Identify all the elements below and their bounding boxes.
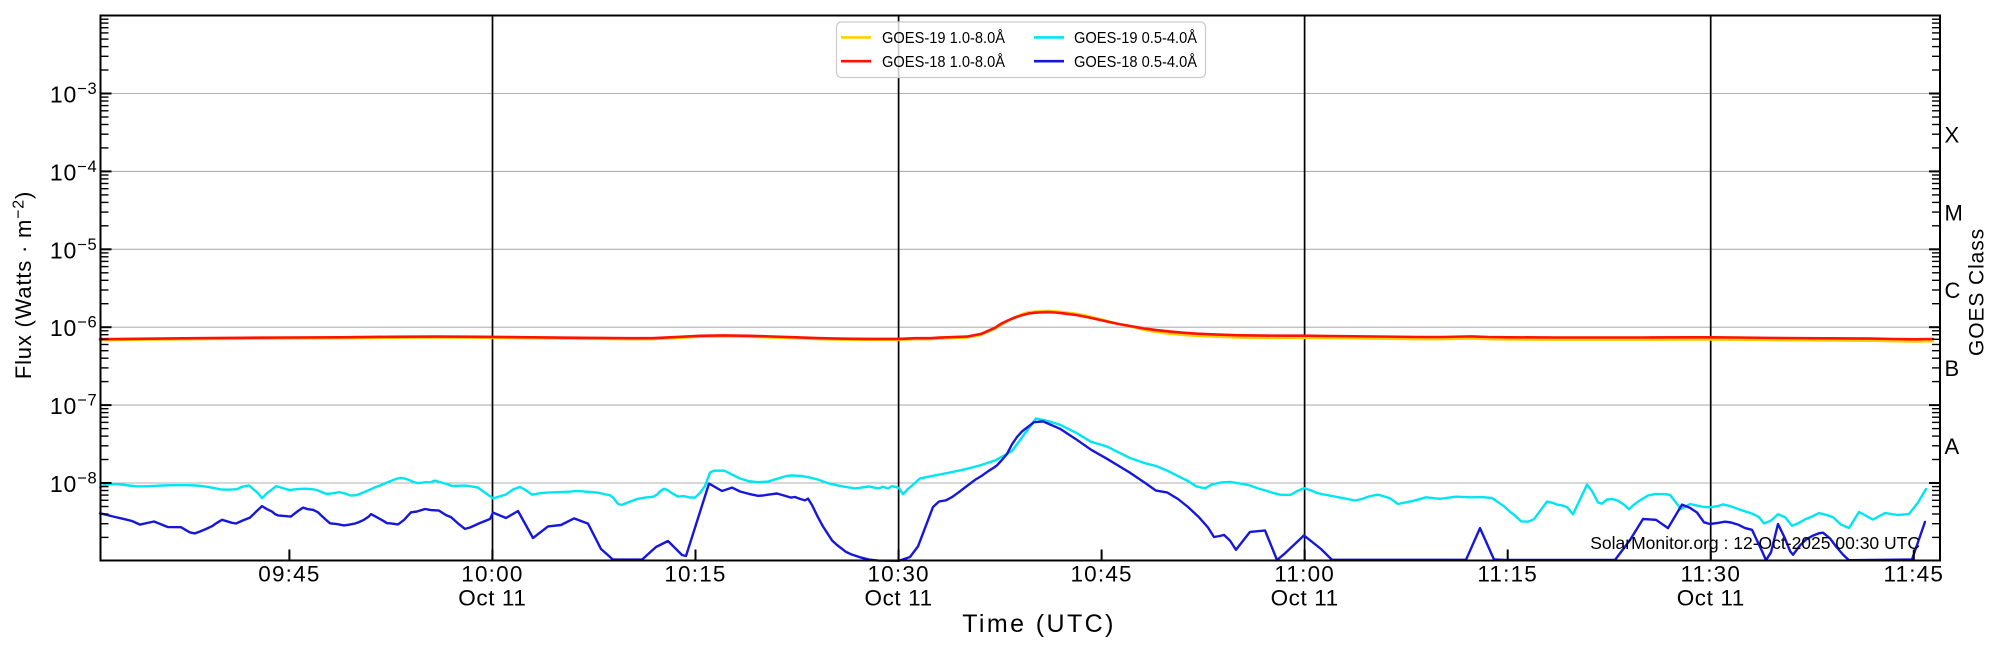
svg-text:11:15: 11:15	[1477, 562, 1538, 587]
svg-text:11:30: 11:30	[1680, 562, 1741, 587]
svg-text:Oct 11: Oct 11	[864, 586, 932, 611]
svg-text:M: M	[1945, 200, 1963, 225]
svg-text:C: C	[1945, 278, 1961, 303]
svg-text:GOES Class: GOES Class	[1966, 228, 1989, 356]
svg-text:10:15: 10:15	[664, 562, 726, 587]
svg-text:10−4: 10−4	[50, 158, 98, 186]
svg-text:10−6: 10−6	[50, 314, 98, 342]
svg-text:X: X	[1945, 122, 1960, 147]
svg-text:GOES-19 0.5-4.0Å: GOES-19 0.5-4.0Å	[1074, 28, 1197, 47]
svg-text:Oct 11: Oct 11	[1271, 586, 1339, 611]
svg-text:GOES-18 0.5-4.0Å: GOES-18 0.5-4.0Å	[1074, 52, 1197, 71]
svg-text:11:45: 11:45	[1883, 562, 1944, 587]
svg-text:10:00: 10:00	[461, 562, 523, 587]
svg-text:SolarMonitor.org : 12-Oct-2025: SolarMonitor.org : 12-Oct-2025 00:30 UTC	[1590, 533, 1920, 553]
svg-text:GOES-19 1.0-8.0Å: GOES-19 1.0-8.0Å	[882, 28, 1005, 47]
svg-text:10−3: 10−3	[50, 80, 98, 108]
svg-text:A: A	[1945, 434, 1960, 459]
svg-text:Flux (Watts · m−2): Flux (Watts · m−2)	[11, 191, 37, 379]
svg-text:Oct 11: Oct 11	[1677, 586, 1745, 611]
svg-text:Time (UTC): Time (UTC)	[962, 610, 1116, 638]
svg-text:11:00: 11:00	[1274, 562, 1335, 587]
svg-text:10:45: 10:45	[1070, 562, 1132, 587]
svg-text:10:30: 10:30	[867, 562, 929, 587]
svg-text:Oct 11: Oct 11	[458, 586, 526, 611]
svg-text:GOES-18 1.0-8.0Å: GOES-18 1.0-8.0Å	[882, 52, 1005, 71]
svg-text:09:45: 09:45	[258, 562, 320, 587]
svg-text:B: B	[1945, 356, 1960, 381]
